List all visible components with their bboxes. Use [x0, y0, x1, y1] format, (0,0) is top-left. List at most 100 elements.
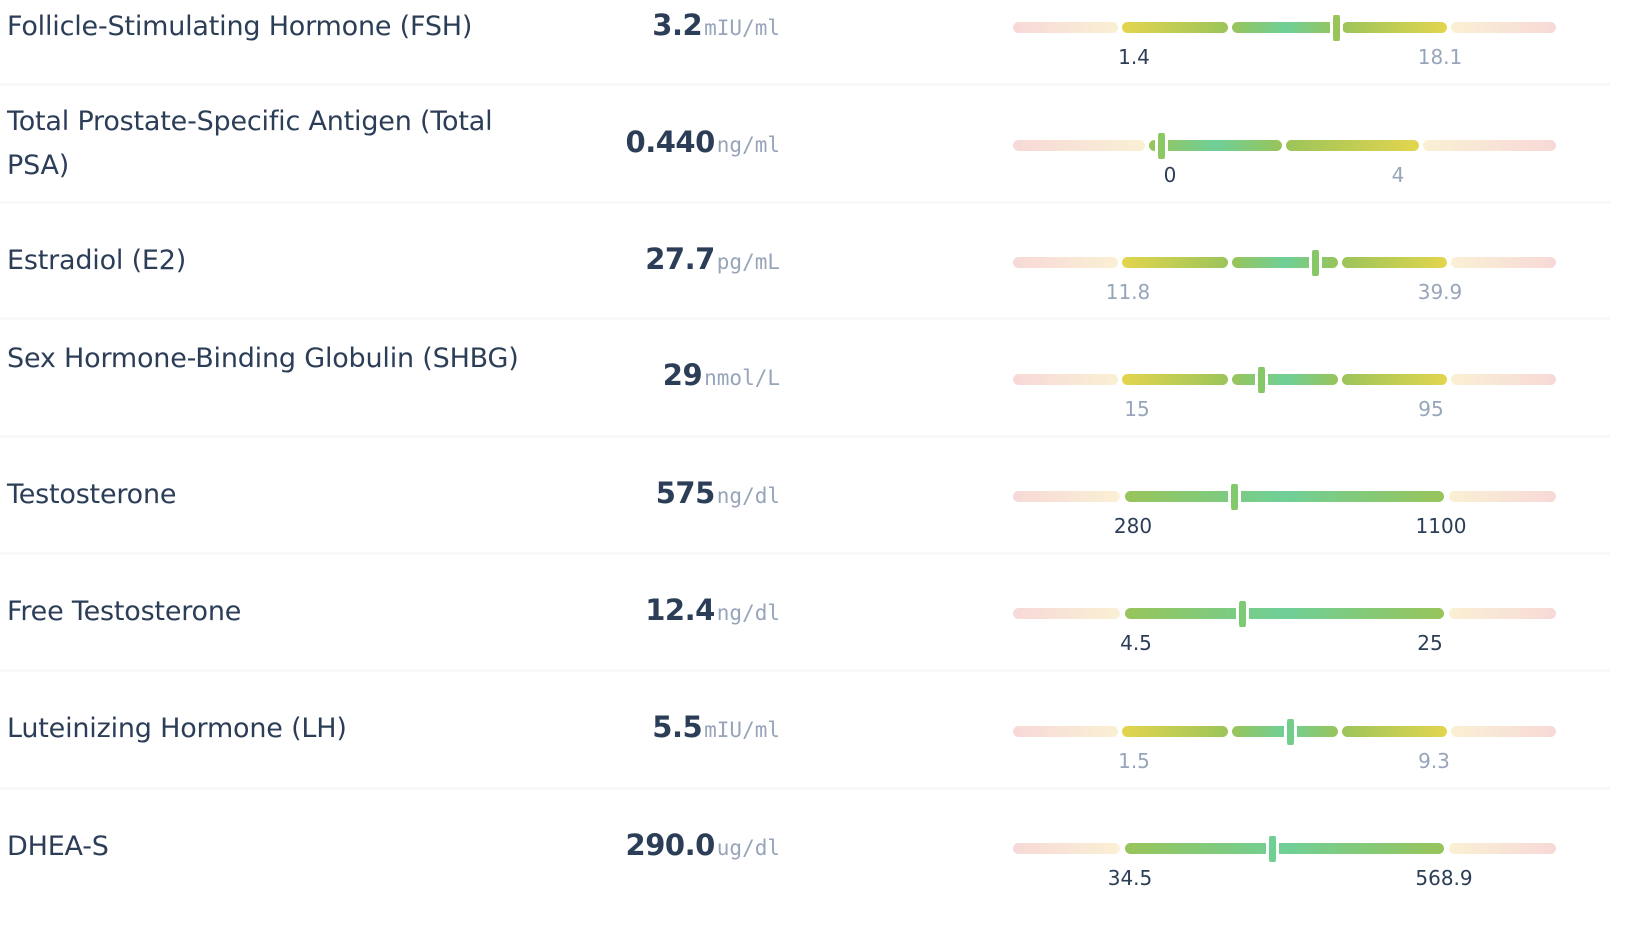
biomarker-row-lh[interactable]: Luteinizing Hormone (LH) 5.5mIU/ml 1.5 9… [0, 672, 1610, 790]
value-marker [1266, 836, 1279, 862]
range-bar: 1.5 9.3 [1013, 719, 1556, 786]
range-segment-optimal [1125, 491, 1444, 502]
value-unit: ng/ml [716, 133, 780, 157]
biomarker-row-fsh[interactable]: Follicle-Stimulating Hormone (FSH) 3.2mI… [0, 0, 1610, 86]
biomarker-value: 27.7pg/mL [645, 242, 780, 276]
range-high-label: 18.1 [1417, 45, 1463, 69]
range-low-label: 280 [1113, 514, 1153, 538]
biomarker-value: 5.5mIU/ml [652, 710, 780, 744]
range-segment-low-out [1013, 726, 1118, 737]
range-segment-high-borderline [1286, 140, 1419, 151]
range-low-label: 34.5 [1107, 866, 1153, 890]
range-segment-low-out [1013, 843, 1120, 854]
biomarker-name: Free Testosterone [7, 596, 242, 627]
biomarker-name: Luteinizing Hormone (LH) [7, 713, 347, 744]
biomarker-value: 12.4ng/dl [645, 593, 780, 627]
biomarker-row-free-testosterone[interactable]: Free Testosterone 12.4ng/dl 4.5 25 [0, 555, 1610, 672]
range-bar: 4.5 25 [1013, 601, 1556, 668]
range-segment-low-out [1013, 257, 1118, 268]
range-segment-optimal [1149, 140, 1282, 151]
biomarker-row-testosterone[interactable]: Testosterone 575ng/dl 280 1100 [0, 438, 1610, 555]
value-number: 12.4 [645, 593, 715, 627]
range-low-label: 1.4 [1118, 45, 1150, 69]
range-segment-low-borderline [1122, 257, 1228, 268]
value-marker [1155, 133, 1168, 159]
range-high-label: 25 [1417, 631, 1443, 655]
value-unit: ug/dl [716, 836, 780, 860]
biomarker-row-estradiol[interactable]: Estradiol (E2) 27.7pg/mL 11.8 39.9 [0, 204, 1610, 320]
range-bar: 15 95 [1013, 367, 1556, 434]
range-high-label: 95 [1418, 397, 1444, 421]
range-high-label: 39.9 [1417, 280, 1463, 304]
value-unit: pg/mL [716, 250, 780, 274]
value-unit: mIU/ml [704, 16, 780, 40]
range-segment-optimal [1232, 374, 1338, 385]
range-high-label: 1100 [1415, 514, 1467, 538]
range-segment-low-borderline [1122, 726, 1228, 737]
value-unit: nmol/L [704, 366, 780, 390]
range-segment-low-borderline [1122, 22, 1228, 33]
range-low-label: 15 [1124, 397, 1150, 421]
range-bar: 1.4 18.1 [1013, 15, 1556, 82]
value-marker [1309, 250, 1322, 276]
value-number: 29 [662, 358, 703, 392]
biomarker-row-shbg[interactable]: Sex Hormone-Binding Globulin (SHBG) 29nm… [0, 320, 1610, 438]
range-bar: 11.8 39.9 [1013, 250, 1556, 317]
biomarker-name: Total Prostate-Specific Antigen (Total P… [7, 106, 493, 181]
range-segment-high-out [1423, 140, 1556, 151]
biomarker-value: 3.2mIU/ml [652, 8, 780, 42]
value-marker [1330, 15, 1343, 41]
range-high-label: 9.3 [1418, 749, 1450, 773]
value-marker [1236, 601, 1249, 627]
biomarker-name: Testosterone [7, 479, 177, 510]
value-number: 3.2 [652, 8, 703, 42]
value-number: 0.440 [625, 125, 716, 159]
range-segment-high-out [1449, 608, 1556, 619]
biomarker-value: 29nmol/L [663, 358, 780, 392]
range-segment-high-borderline [1342, 726, 1447, 737]
range-low-label: 1.5 [1118, 749, 1150, 773]
range-segment-high-borderline [1342, 257, 1447, 268]
range-segment-low-out [1013, 374, 1118, 385]
value-marker [1228, 484, 1241, 510]
range-bar: 0 4 [1013, 133, 1556, 200]
range-segment-high-borderline [1342, 22, 1447, 33]
value-marker [1255, 367, 1268, 393]
range-segment-optimal [1125, 608, 1444, 619]
biomarker-value: 0.440ng/ml [626, 125, 780, 159]
range-segment-high-out [1451, 22, 1556, 33]
range-segment-optimal [1232, 257, 1338, 268]
value-unit: ng/dl [716, 484, 780, 508]
biomarker-name: Follicle-Stimulating Hormone (FSH) [7, 11, 473, 42]
biomarker-row-dhea-s[interactable]: DHEA-S 290.0ug/dl 34.5 568.9 [0, 790, 1610, 928]
value-number: 290.0 [625, 828, 716, 862]
range-segment-low-out [1013, 140, 1145, 151]
biomarker-row-psa[interactable]: Total Prostate-Specific Antigen (Total P… [0, 86, 1610, 204]
range-segment-optimal [1232, 22, 1338, 33]
value-unit: mIU/ml [704, 718, 780, 742]
value-number: 27.7 [645, 242, 715, 276]
range-bar: 280 1100 [1013, 484, 1556, 551]
range-low-label: 4.5 [1120, 631, 1152, 655]
range-segment-low-out [1013, 491, 1120, 502]
range-high-label: 4 [1391, 163, 1405, 187]
value-number: 5.5 [652, 710, 703, 744]
range-high-label: 568.9 [1415, 866, 1473, 890]
biomarker-value: 290.0ug/dl [626, 828, 780, 862]
value-unit: ng/dl [716, 601, 780, 625]
range-segment-high-out [1449, 843, 1556, 854]
range-segment-high-out [1451, 257, 1556, 268]
range-segment-optimal [1125, 843, 1444, 854]
range-segment-high-out [1451, 374, 1556, 385]
range-segment-high-out [1451, 726, 1556, 737]
biomarker-value: 575ng/dl [656, 476, 780, 510]
range-low-label: 0 [1163, 163, 1177, 187]
range-segment-low-out [1013, 22, 1118, 33]
biomarker-name: Estradiol (E2) [7, 245, 187, 276]
range-segment-high-out [1449, 491, 1556, 502]
range-segment-high-borderline [1342, 374, 1447, 385]
biomarker-name: Sex Hormone-Binding Globulin (SHBG) [7, 343, 519, 374]
range-bar: 34.5 568.9 [1013, 836, 1556, 903]
range-segment-low-out [1013, 608, 1120, 619]
